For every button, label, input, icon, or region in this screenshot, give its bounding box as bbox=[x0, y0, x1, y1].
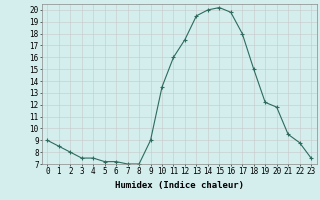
X-axis label: Humidex (Indice chaleur): Humidex (Indice chaleur) bbox=[115, 181, 244, 190]
